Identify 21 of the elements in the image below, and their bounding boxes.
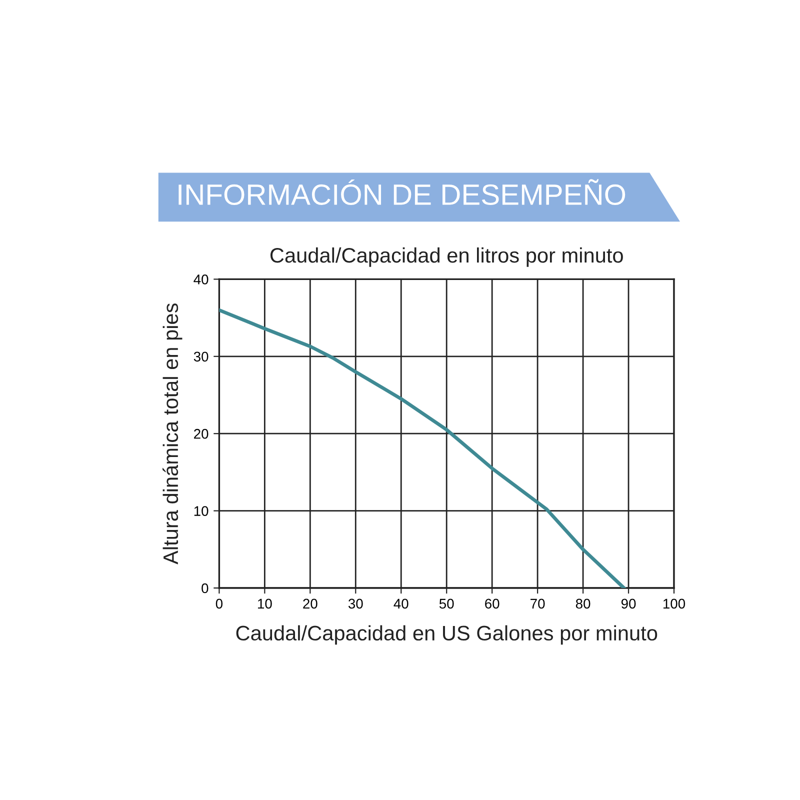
x-tick-label: 0	[216, 598, 223, 609]
x-tick-label: 70	[530, 598, 545, 609]
x-tick-label: 50	[439, 598, 454, 609]
x-tick-label: 20	[303, 598, 318, 609]
chart-subtitle: Caudal/Capacidad en litros por minuto	[270, 247, 623, 267]
x-tick-label: 80	[576, 598, 590, 609]
x-tick-label: 60	[485, 598, 500, 609]
y-axis-title: Altura dinámica total en pies	[162, 303, 182, 564]
x-tick-label: 40	[394, 598, 408, 609]
x-tick-label: 90	[621, 598, 636, 609]
x-tick-label: 30	[348, 598, 363, 609]
y-tick-label: 40	[194, 274, 208, 284]
y-tick-label: 20	[194, 428, 208, 439]
y-tick-label: 30	[194, 352, 208, 362]
x-axis-title: Caudal/Capacidad en US Galones por minuto	[236, 625, 658, 645]
x-tick-label: 100	[663, 598, 686, 609]
chart-title: INFORMACIÓN DE DESEMPEÑO	[178, 179, 626, 206]
line-series	[219, 308, 626, 588]
x-tick-label: 10	[258, 598, 272, 609]
y-tick-label: 10	[194, 506, 208, 516]
y-tick-label: 0	[202, 583, 208, 594]
